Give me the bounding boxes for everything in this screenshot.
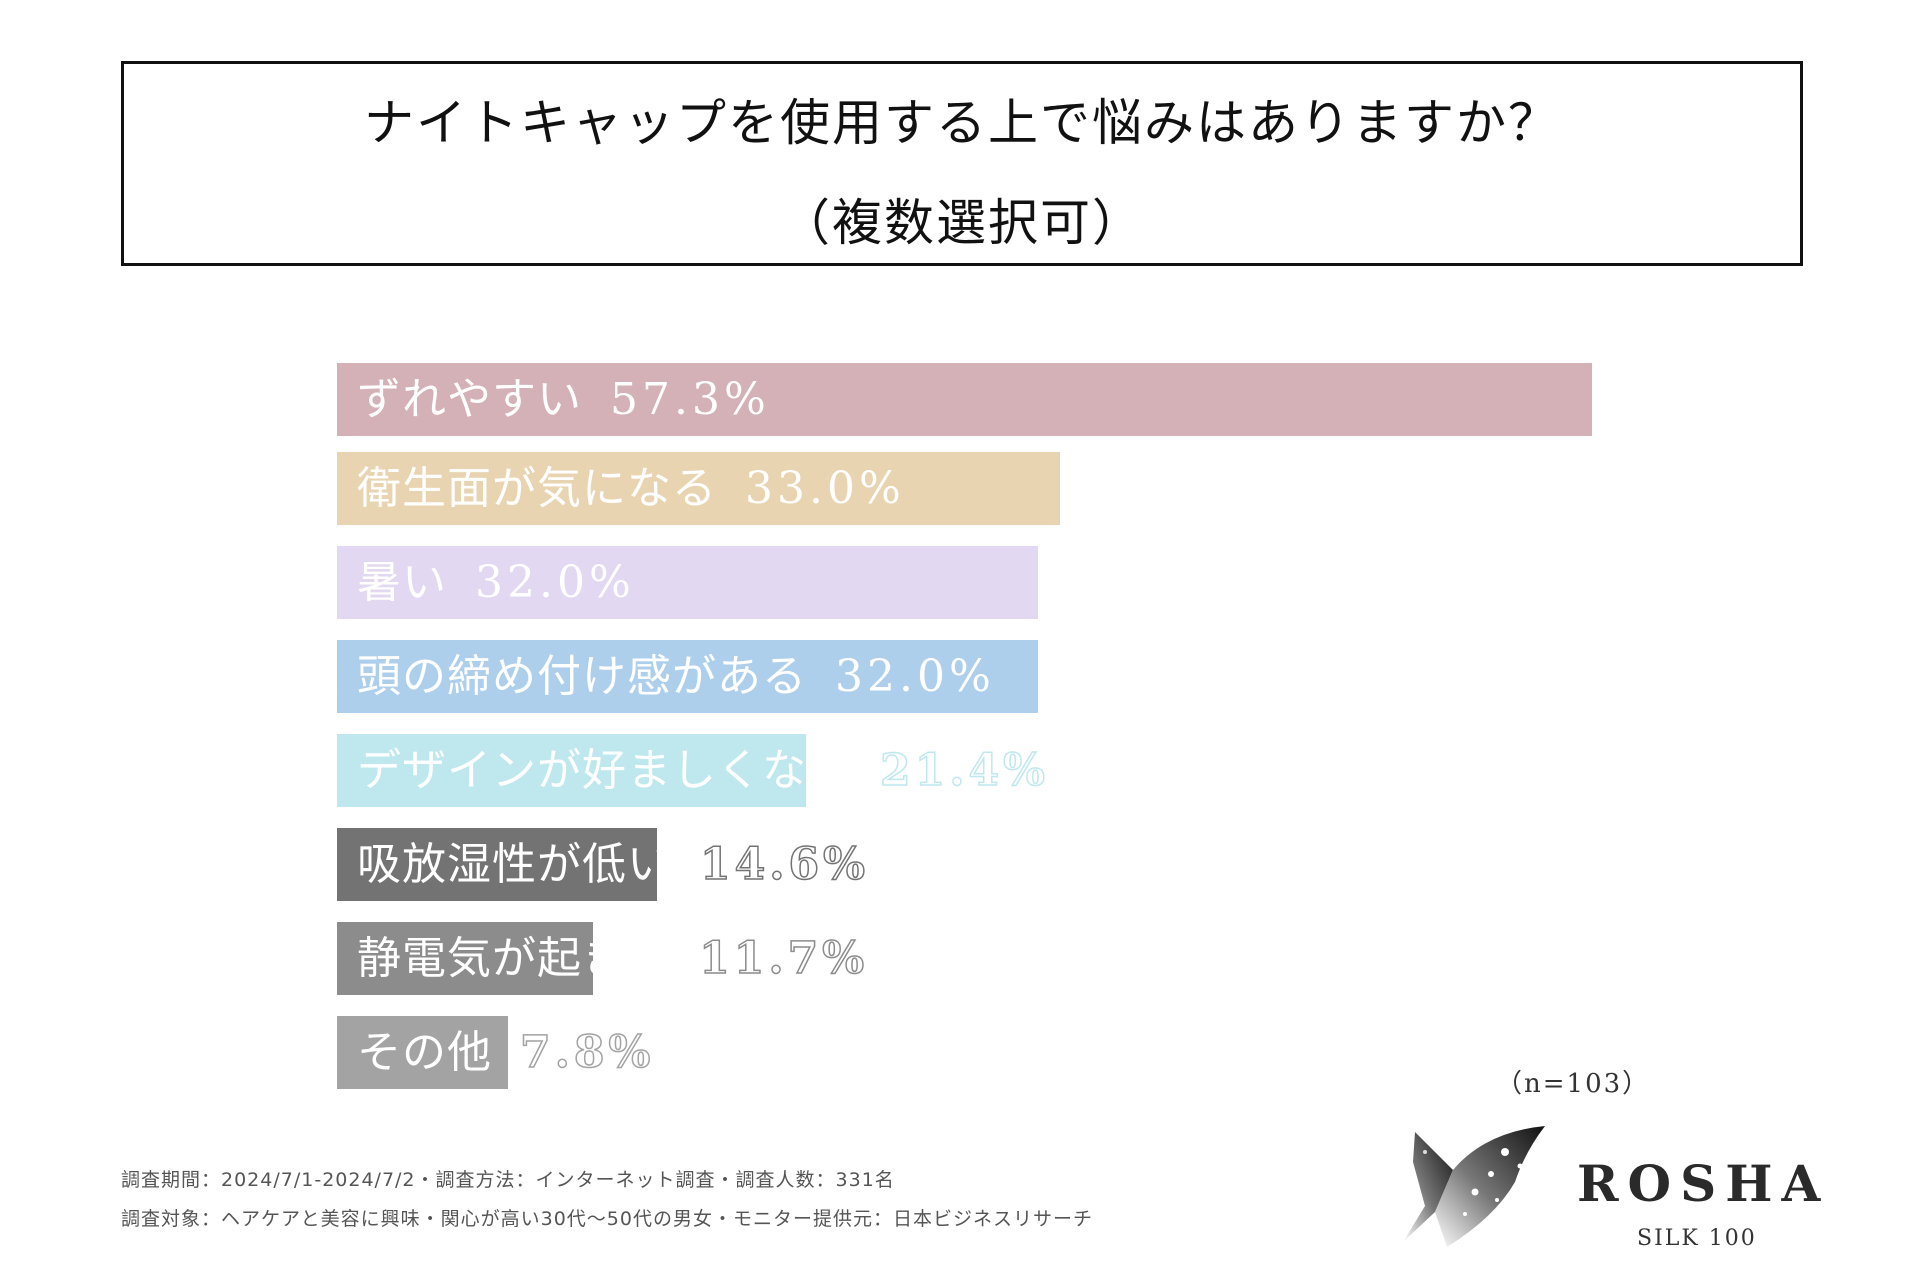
- bar-label: 静電気が起きる 11.7%: [357, 922, 868, 995]
- sample-size-note: （n=103）: [1496, 1069, 1651, 1099]
- value-label: 7.8%: [519, 1026, 655, 1079]
- bar: [337, 546, 1038, 619]
- bar: [337, 640, 1038, 713]
- category-label: その他: [357, 1027, 492, 1078]
- bar: [337, 363, 1592, 436]
- value-label: 32.0%: [835, 651, 995, 702]
- category-label: デザインが好ましくない: [357, 745, 852, 796]
- value-label: 14.6%: [699, 838, 869, 891]
- bar: [337, 734, 806, 807]
- bar: [337, 1016, 508, 1089]
- value-label: 21.4%: [879, 744, 1049, 797]
- bar-label: その他 7.8%: [357, 1016, 654, 1089]
- bar: [337, 452, 1060, 525]
- chart-title-box: ナイトキャップを使用する上で悩みはありますか？ （複数選択可）: [121, 61, 1803, 266]
- value-label: 57.3%: [610, 374, 770, 425]
- value-label: 11.7%: [698, 932, 869, 985]
- bar: [337, 922, 593, 995]
- category-label: ずれやすい: [357, 374, 582, 425]
- rosha-logo-mark-icon: [1403, 1126, 1545, 1247]
- category-label: 頭の締め付け感がある: [357, 651, 807, 702]
- bar-label: 衛生面が気になる 33.0%: [357, 452, 905, 525]
- bar: [337, 828, 657, 901]
- chart-title: ナイトキャップを使用する上で悩みはありますか？: [364, 94, 1560, 152]
- value-label: 32.0%: [475, 557, 635, 608]
- brand-logo-text: ROSHA: [1577, 1154, 1830, 1213]
- bar-label: 暑い 32.0%: [357, 546, 635, 619]
- category-label: 暑い: [357, 557, 447, 608]
- chart-subtitle: （複数選択可）: [780, 194, 1144, 252]
- bar-label: デザインが好ましくない 21.4%: [357, 734, 1049, 807]
- brand-logo-subtext: SILK 100: [1637, 1226, 1757, 1251]
- survey-target-note: 調査対象：ヘアケアと美容に興味・関心が高い30代～50代の男女・モニター提供元：…: [121, 1208, 1093, 1230]
- category-label: 静電気が起きる: [357, 933, 672, 984]
- value-label: 33.0%: [745, 463, 905, 514]
- category-label: 衛生面が気になる: [357, 463, 717, 514]
- bar-label: 頭の締め付け感がある 32.0%: [357, 640, 995, 713]
- bar-label: ずれやすい 57.3%: [357, 363, 770, 436]
- survey-period-note: 調査期間：2024/7/1-2024/7/2・調査方法：インターネット調査・調査…: [121, 1169, 895, 1191]
- bar-label: 吸放湿性が低い 14.6%: [357, 828, 869, 901]
- category-label: 吸放湿性が低い: [357, 839, 672, 890]
